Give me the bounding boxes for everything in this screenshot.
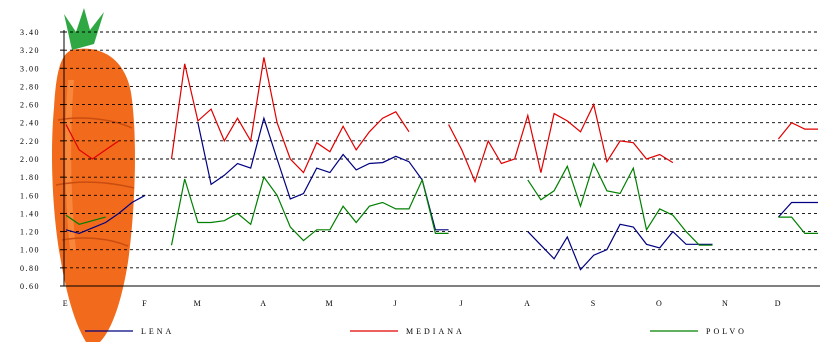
y-tick-label: 3.20 [20,46,40,55]
series-line-polvo [65,214,106,225]
y-tick-label: 1.80 [20,173,40,182]
y-tick-label: 2.40 [20,119,40,128]
series-line-mediana [448,102,674,184]
y-tick-label: 1.40 [20,209,40,218]
y-tick-label: 0.80 [20,264,40,273]
y-tick-label: 3.00 [20,64,40,73]
legend-label-lena: LENA [141,327,174,336]
carrot-leaves [64,8,104,50]
series-line-lena [197,116,449,231]
x-month-label: F [142,299,148,308]
y-tick-label: 2.00 [20,155,40,164]
x-month-label: A [524,299,531,308]
series-line-mediana [170,57,410,174]
y-gridlines [64,31,820,269]
y-tick-label: 1.00 [20,246,40,255]
y-tick-label: 1.60 [20,191,40,200]
series-line-lena [65,194,146,235]
y-tick-label: 2.80 [20,82,40,91]
x-month-label: O [656,299,663,308]
series-line-lena [777,201,818,218]
series-line-mediana [65,124,120,160]
series-line-mediana [777,121,818,140]
carrot-illustration [52,8,135,342]
series-line-polvo [527,161,713,246]
legend: LENA MEDIANA POLVO [85,327,747,336]
y-tick-label: 3.40 [20,28,40,37]
y-tick-label: 2.60 [20,101,40,110]
x-month-label: J [394,299,399,308]
x-month-label: S [591,299,597,308]
y-tick-label: 0.60 [20,282,40,291]
y-tick-label: 1.20 [20,228,40,237]
series-line-lena [527,223,713,271]
series-lines [65,57,818,271]
x-month-label: A [260,299,267,308]
x-month-label: D [775,299,782,308]
y-tick-labels: 0.60 0.80 1.00 1.20 1.40 1.60 1.80 2.00 2.20 2.40… [20,28,64,291]
series-line-polvo [778,216,818,234]
x-month-label: J [459,299,464,308]
legend-label-mediana: MEDIANA [406,327,465,336]
series-line-polvo [170,175,449,246]
x-month-label: E [63,299,69,308]
x-month-label: M [194,299,203,308]
x-month-label: M [326,299,335,308]
x-month-label: N [722,299,729,308]
carrot-highlight [65,80,76,250]
y-tick-label: 2.20 [20,137,40,146]
legend-label-polvo: POLVO [706,327,747,336]
